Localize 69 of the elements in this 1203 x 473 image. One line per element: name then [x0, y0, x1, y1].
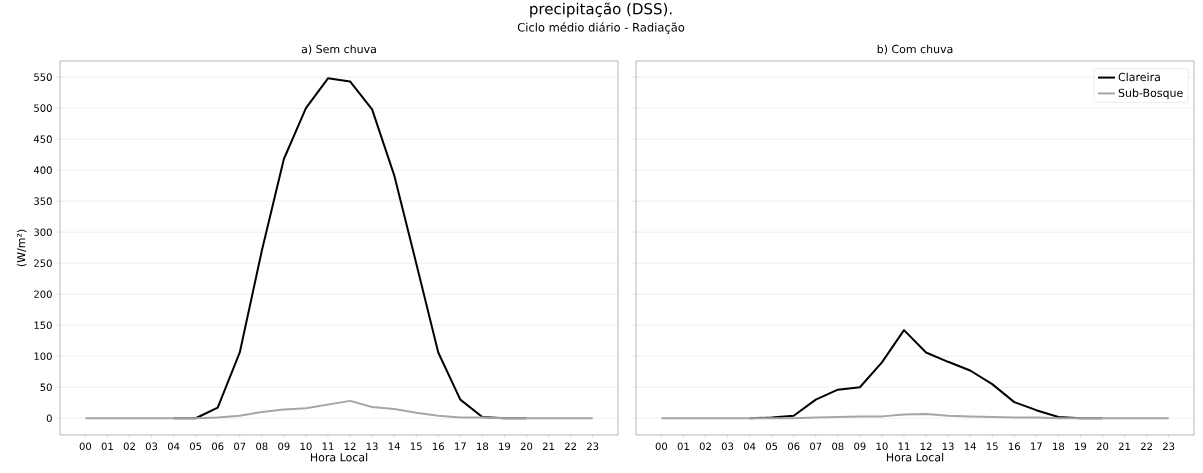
- x-tick-label: 10: [300, 442, 312, 451]
- x-tick-label: 09: [854, 442, 866, 451]
- x-tick-label: 18: [1053, 442, 1065, 451]
- x-tick-label: 04: [167, 442, 180, 451]
- x-tick-label: 05: [189, 442, 202, 451]
- x-tick-label: 06: [788, 442, 800, 451]
- x-tick-label: 12: [920, 442, 932, 450]
- x-tick-label: 11: [322, 442, 334, 450]
- y-tick-label: 250: [34, 259, 52, 267]
- y-tick-label: 200: [34, 290, 52, 298]
- x-tick-label: 22: [564, 442, 576, 450]
- x-tick-label: 14: [964, 442, 976, 450]
- y-tick-label: 150: [34, 321, 52, 329]
- y-tick-label: 500: [34, 104, 52, 112]
- x-tick-label: 05: [765, 442, 778, 451]
- x-tick-label: 00: [655, 442, 668, 451]
- chart-title: a) Sem chuva: [301, 44, 376, 55]
- text: Ciclo médio diário - Radiação: [517, 22, 685, 34]
- text: precipitação (DSS).: [530, 2, 672, 18]
- legend-label: Sub-Bosque: [1118, 88, 1183, 100]
- x-tick-label: 22: [1140, 442, 1152, 450]
- x-tick-label: 17: [455, 442, 466, 450]
- x-tick-label: 13: [366, 442, 378, 451]
- y-tick-label: 0: [46, 414, 52, 423]
- x-tick-label: 01: [101, 442, 113, 451]
- y-tick-label: 550: [34, 73, 52, 81]
- x-tick-label: 20: [1096, 442, 1109, 451]
- x-tick-label: 21: [542, 442, 554, 450]
- x-tick-label: 19: [1075, 442, 1087, 451]
- x-tick-label: 13: [942, 442, 954, 451]
- x-tick-label: 02: [699, 442, 711, 451]
- x-tick-label: 08: [256, 442, 268, 451]
- x-tick-label: 15: [410, 442, 422, 450]
- x-tick-label: 09: [278, 442, 290, 451]
- y-tick-label: 400: [33, 166, 52, 174]
- x-tick-label: 10: [876, 442, 888, 451]
- x-tick-label: 15: [986, 442, 998, 450]
- legend-label: Clareira: [1118, 72, 1160, 82]
- x-tick-label: 03: [721, 442, 734, 451]
- x-tick-label: 08: [832, 442, 844, 451]
- x-tick-label: 02: [123, 442, 135, 451]
- x-tick-label: 01: [677, 442, 689, 451]
- x-tick-label: 12: [344, 442, 356, 450]
- x-tick-label: 11: [898, 442, 910, 450]
- x-tick-label: 00: [79, 442, 92, 451]
- x-tick-label: 07: [810, 442, 822, 451]
- x-tick-label: 18: [477, 442, 489, 451]
- y-tick-label: 50: [40, 383, 52, 392]
- x-tick-label: 06: [212, 442, 224, 451]
- chart-title: b) Com chuva: [877, 44, 953, 55]
- x-tick-label: 03: [145, 442, 158, 451]
- x-tick-label: 20: [520, 442, 533, 451]
- x-tick-label: 14: [388, 442, 400, 450]
- y-tick-label: 300: [34, 228, 52, 236]
- x-tick-label: 07: [234, 442, 246, 451]
- y-tick-label: 350: [34, 197, 52, 205]
- x-tick-label: 17: [1031, 442, 1042, 450]
- x-tick-label: 23: [1163, 442, 1175, 451]
- x-tick-label: 19: [499, 442, 511, 451]
- x-tick-label: 16: [432, 442, 444, 451]
- y-axis-title: (W/m²): [16, 229, 27, 267]
- y-tick-label: 100: [34, 352, 52, 360]
- x-tick-label: 21: [1118, 442, 1130, 450]
- x-axis-title: Hora Local: [310, 452, 368, 462]
- y-tick-label: 450: [33, 135, 52, 143]
- x-tick-label: 16: [1008, 442, 1020, 451]
- x-tick-label: 23: [587, 442, 599, 451]
- x-tick-label: 04: [743, 442, 756, 451]
- x-axis-title: Hora Local: [886, 452, 944, 462]
